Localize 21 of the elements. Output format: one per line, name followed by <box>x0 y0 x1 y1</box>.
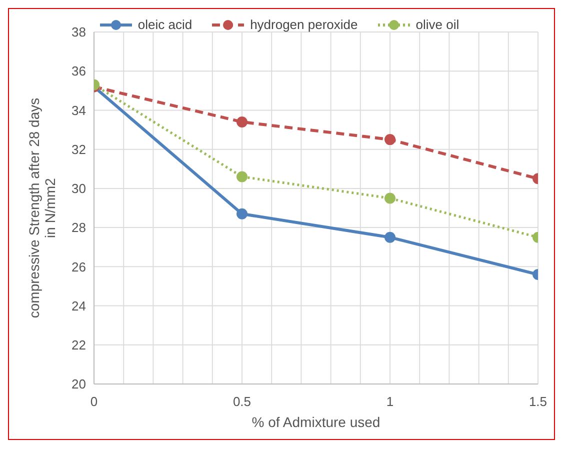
x-axis-title: % of Admixture used <box>252 414 380 430</box>
legend-label: olive oil <box>416 17 460 32</box>
y-tick-label: 28 <box>72 220 86 236</box>
y-tick-label: 34 <box>72 102 86 118</box>
x-tick-label: 0.5 <box>232 394 252 409</box>
y-tick-label: 24 <box>72 298 86 314</box>
y-tick-label: 36 <box>72 64 86 79</box>
x-tick-label: 1.5 <box>528 394 548 409</box>
x-tick-label: 1 <box>386 394 394 409</box>
legend-label: oleic acid <box>138 17 192 32</box>
y-tick-label: 32 <box>72 142 86 157</box>
legend-label: hydrogen peroxide <box>250 17 358 32</box>
y-tick-label: 20 <box>72 376 86 392</box>
x-tick-label: 0 <box>90 394 98 409</box>
y-tick-label: 26 <box>72 259 86 274</box>
y-axis-title: compressive Strength after 28 days in N/mm2 <box>26 98 58 318</box>
point <box>236 208 248 220</box>
y-tick-label: 30 <box>72 181 86 196</box>
y-tick-label: 38 <box>72 24 86 40</box>
y-tick-label: 22 <box>72 338 86 353</box>
point <box>384 232 396 243</box>
